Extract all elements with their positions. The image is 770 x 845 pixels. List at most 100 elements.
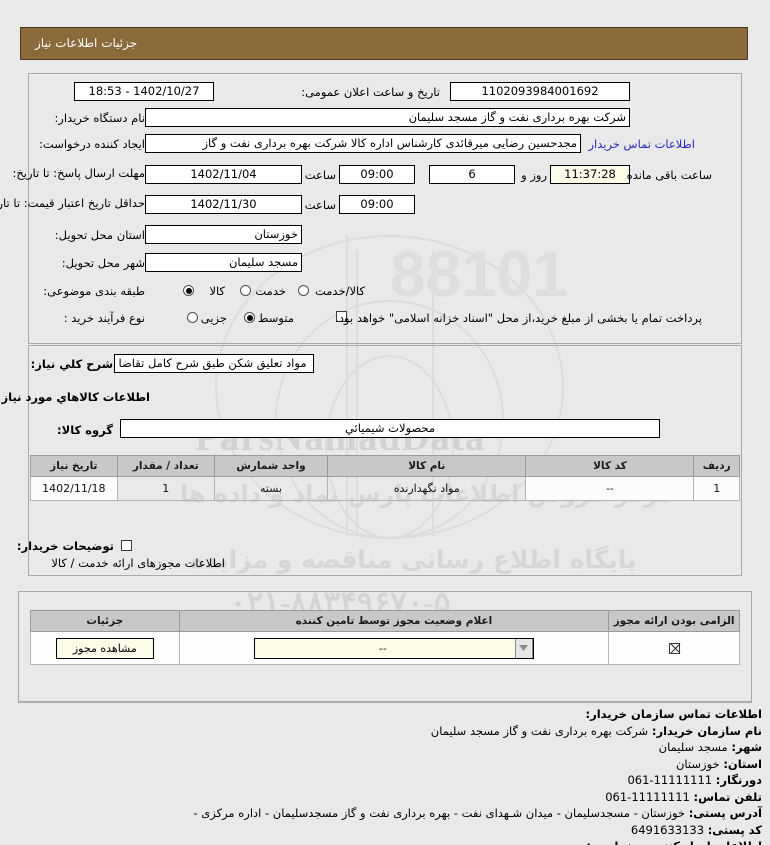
contact-block: اطلاعات تماس سازمان خریدار: نام سازمان خ… xyxy=(10,706,762,845)
cell-code: -- xyxy=(525,476,695,501)
permits-table: الزامی بودن ارائه مجوز اعلام وضعیت مجوز … xyxy=(30,610,740,665)
countdown-timer-field: 11:37:28 xyxy=(550,165,630,184)
table-row: -- مشاهده مجوز xyxy=(30,631,740,665)
province-label: استان محل تحویل: xyxy=(54,228,145,242)
category-label: طبقه بندی موضوعی: xyxy=(43,284,145,298)
city-field[interactable]: مسجد سلیمان xyxy=(145,253,302,272)
price-validity-label: حداقل تاریخ اعتبار قیمت: تا تاریخ: xyxy=(0,196,145,210)
contact-key-org: نام سازمان خریدار: xyxy=(651,723,762,738)
contact-line-address: آدرس پستی: خوزستان - مسجدسلیمان - میدان … xyxy=(10,805,762,822)
contact-key-province: استان: xyxy=(723,756,762,771)
province-field[interactable]: خوزستان xyxy=(145,225,302,244)
view-permit-button[interactable]: مشاهده مجوز xyxy=(55,637,154,659)
table-row: 1 -- مواد نگهدارنده بسته 1 1402/11/18 xyxy=(30,476,740,501)
contact-value-province: خوزستان xyxy=(675,756,720,771)
buyer-notes-label: توضیحات خریدار: xyxy=(16,539,114,553)
contact-line-province: استان: خوزستان xyxy=(10,756,762,773)
buyer-notes-checkbox[interactable] xyxy=(121,540,132,551)
contact-value-city: مسجد سلیمان xyxy=(658,740,728,754)
contact-key-fax: دورنگار: xyxy=(715,773,762,787)
col-unit: واحد شمارش xyxy=(213,455,329,477)
goods-table: ردیف کد کالا نام کالا واحد شمارش تعداد /… xyxy=(30,455,740,501)
radio-process-minor[interactable] xyxy=(187,312,198,323)
panel-need-details xyxy=(28,73,742,344)
cell-permit-required xyxy=(608,631,740,665)
col-permit-required: الزامی بودن ارائه مجوز xyxy=(608,610,740,632)
city-label: شهر محل تحویل: xyxy=(61,256,145,270)
announce-datetime-field[interactable]: 1402/10/27 - 18:53 xyxy=(74,82,214,101)
radio-category-both[interactable] xyxy=(298,285,309,296)
price-validity-hour-label: ساعت xyxy=(304,198,336,212)
cell-unit: بسته xyxy=(213,476,329,501)
goods-group-field[interactable]: محصولات شیمیائي xyxy=(120,419,660,438)
deadline-label: مهلت ارسال پاسخ: تا تاریخ: xyxy=(12,166,145,180)
page-header-bar: جزئیات اطلاعات نیاز xyxy=(20,27,748,60)
cell-row: 1 xyxy=(693,476,740,501)
permits-header-row: الزامی بودن ارائه مجوز اعلام وضعیت مجوز … xyxy=(30,610,740,632)
deadline-time-field[interactable]: 09:00 xyxy=(339,165,415,184)
radio-process-medium-label: متوسط xyxy=(257,311,294,325)
cell-need-date: 1402/11/18 xyxy=(30,476,118,501)
panel-permits xyxy=(18,591,752,702)
announce-datetime-label: تاریخ و ساعت اعلان عمومی: xyxy=(301,85,440,99)
col-name: نام کالا xyxy=(327,455,527,477)
requester-heading: اطلاعات ایجاد کننده درخواست: xyxy=(10,838,762,845)
goods-info-heading: اطلاعات کالاهاي مورد نیاز xyxy=(1,390,150,404)
contact-line-org: نام سازمان خریدار: شرکت بهره برداری نفت … xyxy=(10,723,762,740)
cell-permit-details: مشاهده مجوز xyxy=(30,631,180,665)
requester-field[interactable]: مجدحسین رضایی میرقائدی کارشناس اداره کال… xyxy=(145,134,581,153)
contact-value-fax: 061-11111111 xyxy=(627,773,713,787)
buyer-org-label: نام دستگاه خریدار: xyxy=(54,111,145,125)
goods-table-header-row: ردیف کد کالا نام کالا واحد شمارش تعداد /… xyxy=(30,455,740,477)
radio-process-minor-label: جزیی xyxy=(200,311,227,325)
buyer-contact-link[interactable]: اطلاعات تماس خریدار xyxy=(588,137,695,151)
radio-category-goods-label: کالا xyxy=(209,284,225,298)
price-validity-time-field[interactable]: 09:00 xyxy=(339,195,415,214)
contact-line-phone: تلفن تماس: 061-11111111 xyxy=(10,789,762,806)
need-description-field[interactable]: مواد تعلیق شکن طبق شرح کامل تقاضا xyxy=(114,354,314,373)
col-need-date: تاریخ نیاز xyxy=(30,455,118,477)
col-qty: تعداد / مقدار xyxy=(116,455,215,477)
col-permit-status: اعلام وضعیت مجوز توسط تامین کننده xyxy=(178,610,610,632)
contact-line-city: شهر: مسجد سلیمان xyxy=(10,739,762,756)
col-code: کد کالا xyxy=(525,455,695,477)
countdown-label: ساعت باقی مانده xyxy=(626,168,712,182)
permit-required-checkbox xyxy=(668,643,680,654)
col-permit-details: جزئیات xyxy=(30,610,180,632)
deadline-hour-label: ساعت xyxy=(304,168,336,182)
radio-category-service[interactable] xyxy=(240,285,251,296)
need-description-label: شرح کلي نیاز: xyxy=(30,357,113,371)
remaining-days-label: روز و xyxy=(521,168,547,182)
buyer-org-field[interactable]: شرکت بهره برداری نفت و گاز مسجد سلیمان xyxy=(145,108,630,127)
contact-value-phone: 061-11111111 xyxy=(605,789,690,804)
treasury-bonds-label: پرداخت تمام یا بخشی از مبلغ خرید،از محل … xyxy=(335,311,702,325)
radio-category-goods[interactable] xyxy=(183,285,194,296)
price-validity-date-field[interactable]: 1402/11/30 xyxy=(145,195,302,214)
permit-status-dropdown[interactable]: -- xyxy=(253,637,534,659)
need-number-field[interactable]: 1102093984001692 xyxy=(450,82,630,101)
page-title: جزئیات اطلاعات نیاز xyxy=(35,36,138,50)
process-type-label: نوع فرآیند خرید : xyxy=(63,311,145,325)
cell-qty: 1 xyxy=(116,476,215,501)
contact-key-postal: کد پستی: xyxy=(707,822,762,837)
deadline-date-field[interactable]: 1402/11/04 xyxy=(145,165,302,184)
radio-category-service-label: خدمت xyxy=(255,284,286,298)
cell-permit-status: -- xyxy=(178,631,610,665)
contact-key-address: آدرس پستی: xyxy=(688,806,762,820)
col-row: ردیف xyxy=(693,455,740,477)
contact-line-fax: دورنگار: 061-11111111 xyxy=(10,772,762,789)
remaining-days-field: 6 xyxy=(429,165,515,184)
goods-group-label: گروه کالا: xyxy=(57,423,113,437)
contact-key-phone: تلفن تماس: xyxy=(693,789,762,804)
requester-label: ایجاد کننده درخواست: xyxy=(39,137,145,151)
contact-value-address: خوزستان - مسجدسلیمان - میدان شـهدای نفت … xyxy=(193,806,686,820)
permits-heading: اطلاعات مجوزهای ارائه خدمت / کالا xyxy=(51,556,225,570)
cell-name: مواد نگهدارنده xyxy=(327,476,527,501)
panel-goods-details xyxy=(28,345,742,576)
chevron-down-icon[interactable] xyxy=(514,638,533,658)
radio-category-both-label: کالا/خدمت xyxy=(314,284,365,298)
radio-process-medium[interactable] xyxy=(244,312,255,323)
contact-value-postal: 6491633133 xyxy=(630,822,705,837)
contact-line-postal: کد پستی: 6491633133 xyxy=(10,822,762,839)
